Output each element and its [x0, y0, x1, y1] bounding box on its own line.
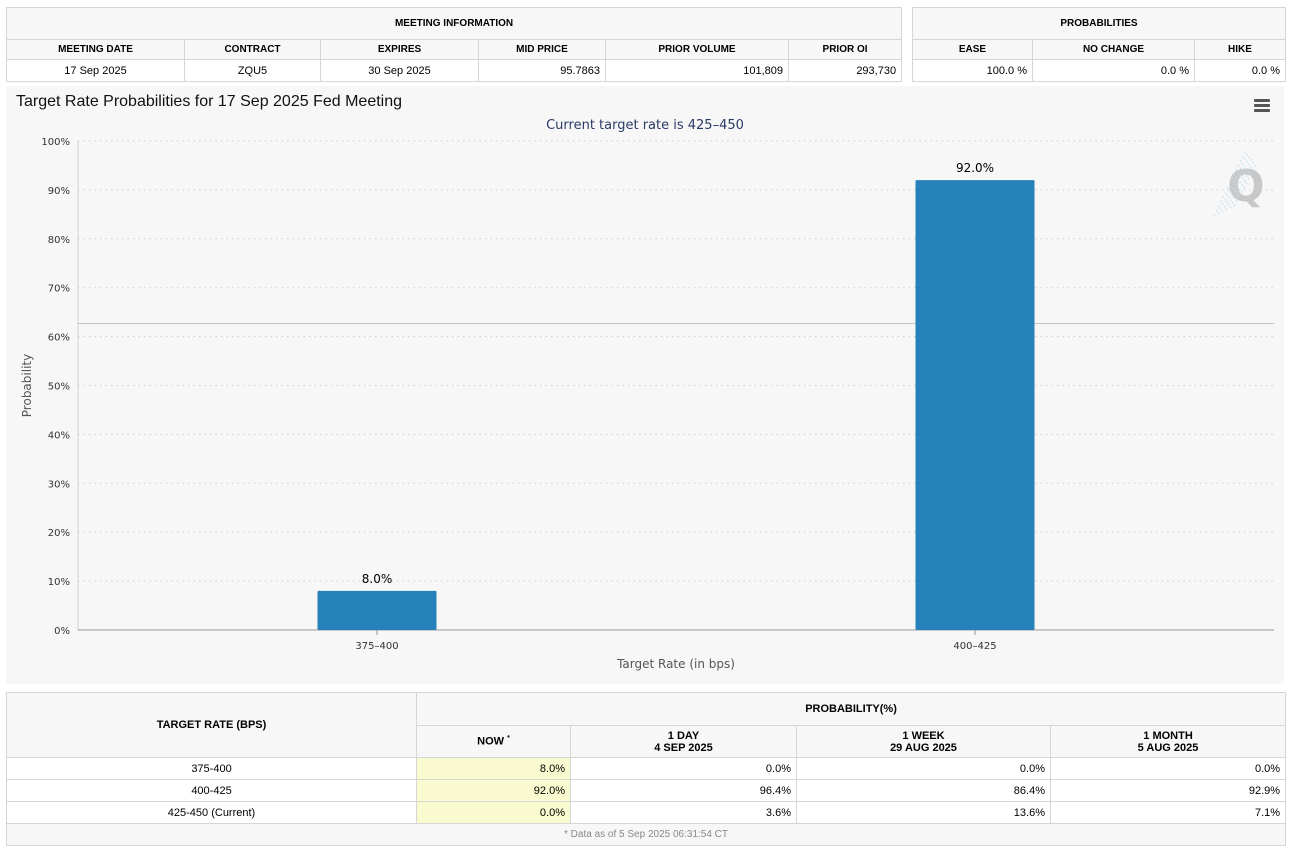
bar-2[interactable]	[915, 180, 1035, 630]
bar-1[interactable]	[317, 590, 437, 630]
table-row: 425-450 (Current) 0.0% 3.6% 13.6% 7.1%	[6, 801, 1287, 824]
header-prior-volume: PRIOR VOLUME	[605, 39, 789, 60]
probabilities-title: PROBABILITIES	[912, 7, 1286, 40]
row-1-week-value: 13.6%	[796, 801, 1051, 824]
header-meeting-date: MEETING DATE	[6, 39, 185, 60]
row-1-month-value: 7.1%	[1049, 801, 1287, 824]
row-now-value: 8.0%	[416, 757, 571, 780]
watermark-streak	[1229, 161, 1255, 209]
bar-chart: 0% 10% 20% 30% 40% 50% 60% 70% 80% 90% 100% 8.0% 375…	[20, 137, 1274, 671]
watermark-streak	[1217, 152, 1249, 215]
header-target-rate: TARGET RATE (BPS)	[6, 692, 417, 758]
data-label: 8.0%	[362, 572, 393, 586]
header-now: NOW *	[416, 725, 571, 758]
header-mid-price: MID PRICE	[478, 39, 606, 60]
header-no-change: NO CHANGE	[1032, 39, 1195, 60]
y-tick-label: 60%	[48, 333, 70, 344]
prior-volume-value: 101,809	[605, 59, 789, 82]
data-label: 92.0%	[956, 161, 994, 175]
data-timestamp-footnote: * Data as of 5 Sep 2025 06:31:54 CT	[5, 823, 1287, 846]
chart-subtitle: Current target rate is 425–450	[546, 118, 744, 133]
y-tick-label: 40%	[48, 430, 70, 441]
header-probability: PROBABILITY(%)	[415, 692, 1287, 726]
y-tick-label: 50%	[48, 382, 70, 393]
meeting-date-value: 17 Sep 2025	[6, 59, 185, 82]
row-rate: 425-450 (Current)	[6, 801, 417, 824]
meeting-information-table: MEETING INFORMATION MEETING DATE CONTRAC…	[5, 7, 903, 82]
x-tick-label: 400–425	[953, 641, 996, 652]
header-expires: EXPIRES	[320, 39, 479, 60]
hike-value: 0.0 %	[1194, 59, 1286, 82]
expires-value: 30 Sep 2025	[320, 59, 479, 82]
header-contract: CONTRACT	[184, 39, 321, 60]
row-1-month-value: 92.9%	[1049, 779, 1287, 802]
y-tick-label: 70%	[48, 284, 70, 295]
table-row: 375-400 8.0% 0.0% 0.0% 0.0%	[6, 757, 1287, 780]
ease-value: 100.0 %	[912, 59, 1033, 82]
mid-price-value: 95.7863	[478, 59, 606, 82]
y-axis-title: Probability	[20, 354, 34, 417]
y-tick-label: 0%	[54, 626, 70, 637]
y-tick-label: 90%	[48, 186, 70, 197]
header-1-day: 1 DAY 4 SEP 2025	[570, 725, 797, 758]
x-tick-label: 375–400	[355, 641, 398, 652]
header-ease: EASE	[912, 39, 1033, 60]
header-1-month: 1 MONTH 5 AUG 2025	[1049, 725, 1287, 758]
y-tick-label: 10%	[48, 577, 70, 588]
watermark-streak	[1221, 155, 1251, 213]
y-tick-label: 20%	[48, 528, 70, 539]
table-row: 400-425 92.0% 96.4% 86.4% 92.9%	[6, 779, 1287, 802]
row-rate: 375-400	[6, 757, 417, 780]
row-1-week-value: 86.4%	[796, 779, 1051, 802]
chart-title: Target Rate Probabilities for 17 Sep 202…	[16, 93, 403, 110]
contract-value: ZQU5	[184, 59, 321, 82]
header-hike: HIKE	[1194, 39, 1286, 60]
watermark-streak	[1213, 149, 1247, 217]
row-1-month-value: 0.0%	[1049, 757, 1287, 780]
x-axis-title: Target Rate (in bps)	[616, 657, 735, 671]
y-tick-label: 80%	[48, 235, 70, 246]
target-rate-probability-table: TARGET RATE (BPS) PROBABILITY(%) NOW * 1…	[5, 692, 1287, 846]
watermark-logo: Q	[1227, 161, 1264, 212]
row-1-week-value: 0.0%	[796, 757, 1051, 780]
meeting-information-title: MEETING INFORMATION	[5, 7, 903, 40]
hamburger-menu-icon[interactable]	[1254, 99, 1270, 112]
header-1-week: 1 WEEK 29 AUG 2025	[796, 725, 1051, 758]
row-1-day-value: 96.4%	[570, 779, 797, 802]
row-now-value: 0.0%	[416, 801, 571, 824]
chart-panel: 0% 10% 20% 30% 40% 50% 60% 70% 80% 90% 100% 8.0% 375…	[6, 86, 1284, 684]
row-now-value: 92.0%	[416, 779, 571, 802]
no-change-value: 0.0 %	[1032, 59, 1195, 82]
row-1-day-value: 3.6%	[570, 801, 797, 824]
probabilities-table: PROBABILITIES EASE NO CHANGE HIKE 100.0 …	[912, 7, 1286, 82]
y-tick-label: 30%	[48, 479, 70, 490]
row-1-day-value: 0.0%	[570, 757, 797, 780]
prior-oi-value: 293,730	[787, 59, 903, 82]
header-prior-oi: PRIOR OI	[787, 39, 903, 60]
y-tick-label: 100%	[41, 137, 70, 148]
row-rate: 400-425	[6, 779, 417, 802]
